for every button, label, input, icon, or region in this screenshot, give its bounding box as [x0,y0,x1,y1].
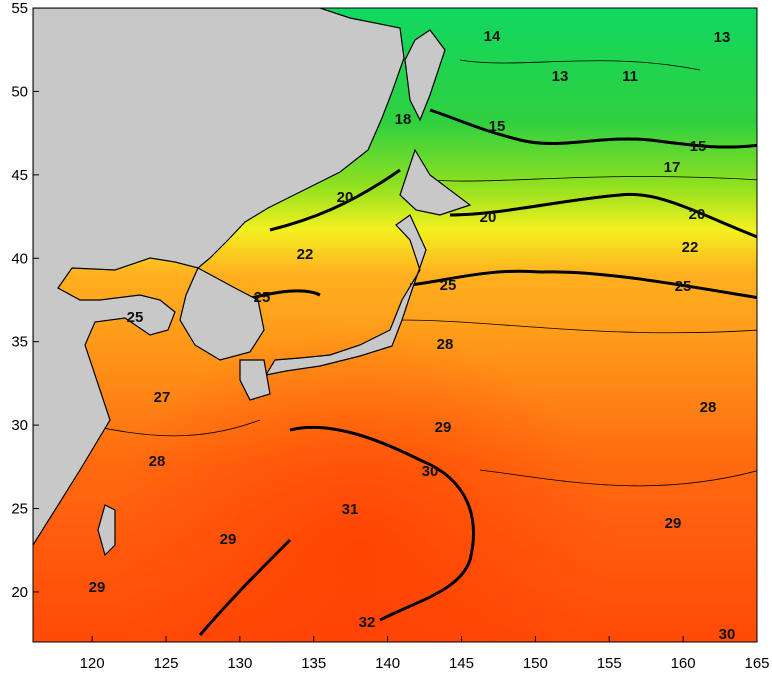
contour-label: 30 [719,626,736,643]
contour-label: 15 [690,138,707,155]
x-tick-label: 160 [671,655,696,672]
contour-label: 29 [665,515,682,532]
y-tick-label: 50 [11,83,28,100]
contour-label: 20 [689,206,706,223]
land-hokkaido [399,148,472,216]
contour-label: 28 [149,453,166,470]
contour-label: 20 [480,209,497,226]
contour-label: 32 [359,614,376,631]
contour-label: 27 [154,389,171,406]
land-korea [179,267,265,361]
y-tick-label: 45 [11,167,28,184]
contour-label: 30 [422,463,439,480]
isotherm-15 [429,108,757,149]
contour-label: 25 [440,277,457,294]
contour-label: 22 [297,246,314,263]
x-tick-label: 155 [597,655,622,672]
contour-label: 29 [220,531,237,548]
land-taiwan [97,504,116,557]
y-tick-label: 30 [11,417,28,434]
contour-label: 31 [342,501,359,518]
x-tick-label: 135 [301,655,326,672]
contour-label: 15 [489,118,506,135]
y-tick-label: 55 [11,0,28,17]
x-tick-label: 120 [80,655,105,672]
contour-label: 13 [552,68,569,85]
contour-label: 28 [437,336,454,353]
contour-label: 17 [664,159,681,176]
contour-label: 11 [622,68,638,85]
contour-label: 25 [127,309,144,326]
isotherm-minor [59,59,757,487]
contour-label: 25 [254,289,271,306]
contour-label: 28 [700,399,717,416]
contour-label: 29 [435,419,452,436]
x-tick-label: 150 [523,655,548,672]
map-body [33,8,757,642]
land-kyushu [239,359,271,401]
x-tick-label: 130 [227,655,252,672]
y-tick-label: 20 [11,584,28,601]
contour-label: 18 [395,111,412,128]
contour-label: 20 [337,189,354,206]
land-mainland [33,8,405,547]
y-tick-label: 35 [11,334,28,351]
x-tick-label: 125 [153,655,178,672]
x-tick-label: 140 [375,655,400,672]
contour-label: 14 [484,28,501,45]
land-sakhalin [404,29,446,122]
isotherm-20 [269,168,757,239]
isotherm-30 [198,425,475,636]
y-tick-label: 25 [11,501,28,518]
contour-label: 25 [675,278,692,295]
contour-label: 22 [682,239,699,256]
contour-label: 29 [89,579,106,596]
y-tick-label: 40 [11,250,28,267]
contour-label: 13 [714,29,731,46]
x-tick-label: 145 [449,655,474,672]
x-tick-label: 165 [744,655,769,672]
map-frame [32,7,758,643]
